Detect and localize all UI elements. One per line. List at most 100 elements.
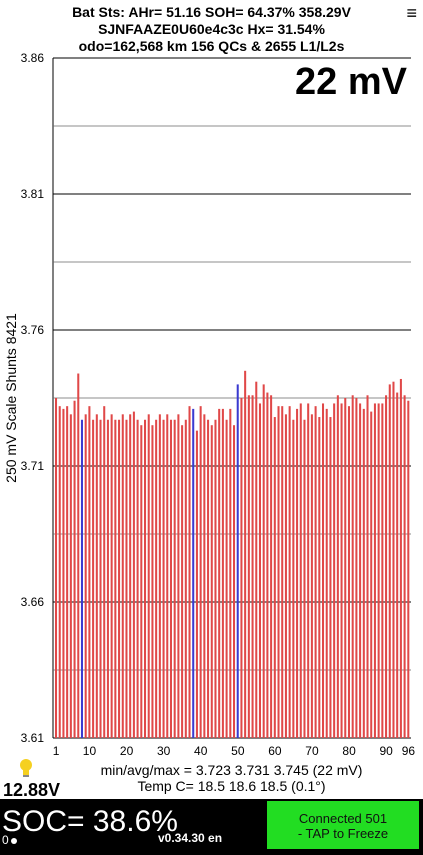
cell-bar [129,414,132,738]
cell-bar [55,398,58,738]
cell-bar [69,414,72,738]
cell-bar [296,408,299,738]
cell-bar [366,395,369,738]
cell-bar [336,395,339,738]
x-tick-label: 50 [231,744,245,758]
x-tick-label: 96 [402,744,416,758]
cell-bar [314,406,317,738]
menu-icon[interactable]: ≡ [406,3,417,23]
cell-bar [99,419,102,738]
cell-bar [273,417,276,738]
min-avg-max-readout: min/avg/max = 3.723 3.731 3.745 (22 mV) [100,762,363,778]
cell-bar [203,414,206,738]
cell-bar [299,403,302,738]
vin-line: SJNFAAZE0U60e4c3c Hx= 31.54% [98,21,325,37]
cell-bar [247,395,250,738]
cell-bar [218,408,221,738]
cell-bar [396,392,399,738]
cell-bar [214,419,217,738]
cell-bar [340,403,343,738]
temperature-readout: Temp C= 18.5 18.6 18.5 (0.1°) [137,778,326,794]
cell-bar [370,411,373,738]
cell-bar [195,430,198,738]
cell-bar [399,378,402,738]
cell-bar [377,403,380,738]
cell-bar [233,425,236,738]
cell-bar [207,419,210,738]
cell-bar [381,403,384,738]
cell-bar [359,403,362,738]
cell-bar [284,414,287,738]
cell-bar [347,406,350,738]
x-tick-label: 60 [268,744,282,758]
y-tick-label: 3.71 [21,459,45,473]
cell-bar [132,411,135,738]
connection-button[interactable]: Connected 501 - TAP to Freeze [267,801,419,849]
cell-bar [155,419,158,738]
cell-bar [173,419,176,738]
cell-bar [310,414,313,738]
cell-bar [136,419,139,738]
range-label: 22 mV [295,61,408,103]
cell-bar [333,403,336,738]
y-tick-label: 3.81 [21,187,45,201]
cell-bar [281,406,284,738]
y-tick-label: 3.61 [21,731,45,745]
cell-bar [103,406,106,738]
cell-bar [288,406,291,738]
status-dot-icon [11,838,17,844]
cell-bar [225,419,228,738]
cell-bar [181,425,184,738]
battery-status-line: Bat Sts: AHr= 51.16 SOH= 64.37% 358.29V [72,4,351,20]
x-tick-label: 30 [157,744,171,758]
cell-bar [140,425,143,738]
x-tick-label: 1 [53,744,60,758]
x-tick-label: 20 [120,744,134,758]
cell-bar [169,419,172,738]
shunt-cell-bar [236,384,239,738]
cell-bar [388,384,391,738]
y-tick-label: 3.86 [21,51,45,65]
cell-bar [110,414,113,738]
x-tick-label: 70 [305,744,319,758]
shunt-cell-bar [80,419,83,738]
cell-bar [162,419,165,738]
y-tick-label: 3.76 [21,323,45,337]
cell-bar [292,419,295,738]
cell-bar [244,370,247,738]
cell-bar [325,408,328,738]
cell-bar [270,395,273,738]
cell-bar [251,395,254,738]
cell-bar [255,381,258,738]
cell-bar [62,408,65,738]
cell-bar [199,406,202,738]
soc-sub-label: 0 [2,833,9,847]
cell-bar [385,395,388,738]
cell-bar [229,408,232,738]
y-axis-label: 250 mV Scale Shunts 8421 [3,313,19,483]
cell-bar [362,408,365,738]
app-version: v0.34.30 en [158,831,223,845]
cell-bar [266,392,269,738]
cell-voltage-chart[interactable]: 3.86 3.81 3.76 3.71 3.66 3.61 1 10 20 30 40 50 60 70 8… [0,0,423,760]
cell-bar [158,414,161,738]
tap-to-freeze-label: - TAP to Freeze [297,826,389,841]
cell-bar [322,403,325,738]
cell-bar [121,414,124,738]
cell-bar [392,381,395,738]
cell-bar [95,414,98,738]
cell-bar [262,384,265,738]
cell-bar [351,395,354,738]
cell-bar [329,417,332,738]
cell-bar [303,419,306,738]
x-tick-label: 40 [194,744,208,758]
cell-bar [318,417,321,738]
cell-bar [403,395,406,738]
cell-bar [151,425,154,738]
cell-bar [118,419,121,738]
cell-bar [114,419,117,738]
cell-bar [66,406,69,738]
cell-bar [58,406,61,738]
lightbulb-icon[interactable] [18,758,34,778]
cell-bar [277,406,280,738]
